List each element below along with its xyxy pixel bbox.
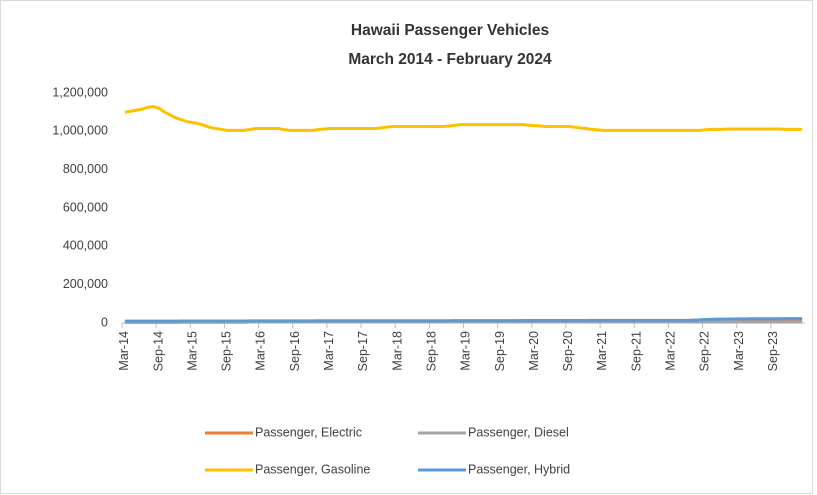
x-tick-label: Mar-16 — [254, 331, 268, 371]
x-tick-label: Mar-22 — [664, 331, 678, 371]
x-tick-label: Sep-15 — [220, 331, 234, 371]
x-tick-label: Sep-21 — [629, 331, 643, 371]
series-line — [124, 317, 803, 323]
y-tick-label: 1,200,000 — [52, 85, 108, 99]
x-tick-label: Sep-23 — [766, 331, 780, 371]
x-tick-label: Mar-20 — [527, 331, 541, 371]
series-line — [124, 104, 803, 132]
chart-title: Hawaii Passenger Vehicles — [351, 22, 549, 39]
y-tick-label: 200,000 — [63, 277, 108, 291]
y-tick-label: 0 — [101, 315, 108, 329]
x-tick-label: Mar-23 — [732, 331, 746, 371]
y-tick-label: 1,000,000 — [52, 124, 108, 138]
x-tick-label: Mar-19 — [459, 331, 473, 371]
legend-label: Passenger, Gasoline — [255, 462, 370, 476]
y-tick-label: 600,000 — [63, 200, 108, 214]
x-tick-label: Sep-18 — [424, 331, 438, 371]
legend-label: Passenger, Hybrid — [468, 462, 570, 476]
x-tick-label: Sep-22 — [698, 331, 712, 371]
x-tick-label: Sep-20 — [561, 331, 575, 371]
x-tick-label: Sep-17 — [356, 331, 370, 371]
y-tick-label: 800,000 — [63, 162, 108, 176]
legend-label: Passenger, Diesel — [468, 425, 569, 439]
x-tick-label: Mar-17 — [322, 331, 336, 371]
x-tick-label: Sep-16 — [288, 331, 302, 371]
x-tick-label: Sep-14 — [151, 331, 165, 371]
legend-label: Passenger, Electric — [255, 425, 362, 439]
x-tick-label: Mar-15 — [185, 331, 199, 371]
x-tick-label: Mar-21 — [595, 331, 609, 371]
x-tick-label: Mar-14 — [117, 331, 131, 371]
chart-subtitle: March 2014 - February 2024 — [348, 51, 552, 68]
x-tick-label: Sep-19 — [493, 331, 507, 371]
x-tick-label: Mar-18 — [390, 331, 404, 371]
y-tick-label: 400,000 — [63, 239, 108, 253]
